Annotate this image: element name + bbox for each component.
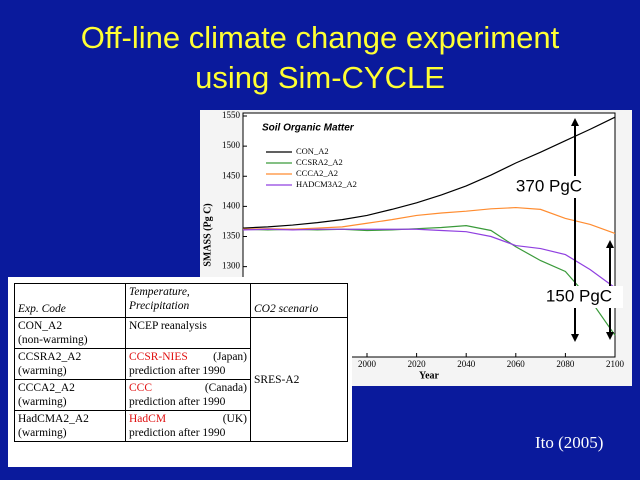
x-tick-label: 2080 <box>556 359 575 369</box>
note: prediction after 1990 <box>129 365 226 377</box>
note: prediction after 1990 <box>129 427 226 439</box>
model: CCSR-NIES <box>129 351 188 363</box>
y-tick-label: 1500 <box>222 140 241 150</box>
x-tick-label: 2040 <box>457 359 476 369</box>
legend-label: HADCM3A2_A2 <box>296 179 357 189</box>
cell: CCCA2_A2 (warming) <box>14 379 126 411</box>
table: Exp. Code Temperature, Precipitation CO2… <box>14 283 348 442</box>
y-tick-label: 1400 <box>222 200 241 210</box>
cell: NCEP reanalysis <box>125 317 251 349</box>
code: CON_A2 <box>18 320 63 332</box>
condition: (non-warming) <box>18 334 88 346</box>
arrow-head <box>606 332 614 340</box>
model: NCEP reanalysis <box>129 320 207 332</box>
cell: CON_A2 (non-warming) <box>14 317 126 349</box>
slide-title: using Sim-CYCLE <box>195 60 445 95</box>
x-tick-label: 2100 <box>606 359 625 369</box>
x-tick-label: 2000 <box>358 359 377 369</box>
arrow-head <box>571 118 579 126</box>
condition: (warming) <box>18 427 67 439</box>
cell: CCSRA2_A2 (warming) <box>14 348 126 380</box>
model: HadCM <box>129 413 167 425</box>
note: prediction after 1990 <box>129 396 226 408</box>
model: CCC <box>129 382 153 394</box>
x-tick-label: 2060 <box>507 359 526 369</box>
annotation-bg <box>512 176 586 198</box>
cell: CCSR-NIES (Japan) prediction after 1990 <box>125 348 251 380</box>
header-cell: Temperature, Precipitation <box>125 283 251 318</box>
slide-title: Off-line climate change experiment <box>80 20 560 55</box>
arrow-head <box>606 240 614 248</box>
region: (Canada) <box>204 382 247 394</box>
series-line <box>242 116 616 229</box>
series-line <box>242 228 616 289</box>
annotation: 150 PgC <box>546 286 612 305</box>
cell: CCC (Canada) prediction after 1990 <box>125 379 251 411</box>
legend-label: CON_A2 <box>296 146 329 156</box>
condition: (warming) <box>18 396 67 408</box>
region: (Japan) <box>213 351 247 363</box>
code: HadCMA2_A2 <box>18 413 89 425</box>
header-cell: Exp. Code <box>14 283 126 318</box>
y-axis-label: SMASS (Pg C) <box>202 203 213 266</box>
legend-label: CCCA2_A2 <box>296 168 338 178</box>
cell: HadCMA2_A2 (warming) <box>14 410 126 442</box>
cell: SRES-A2 <box>250 317 348 442</box>
citation: Ito (2005) <box>535 433 604 452</box>
cell: HadCM (UK) prediction after 1990 <box>125 410 251 442</box>
header-cell: CO2 scenario <box>250 283 348 318</box>
chart-title: Soil Organic Matter <box>262 123 355 134</box>
x-axis-label: Year <box>419 370 440 381</box>
y-tick-label: 1550 <box>222 110 241 120</box>
annotation: 370 PgC <box>516 176 582 195</box>
condition: (warming) <box>18 365 67 377</box>
code: CCCA2_A2 <box>18 382 75 394</box>
y-tick-label: 1450 <box>222 170 241 180</box>
arrow-head <box>571 334 579 342</box>
x-tick-label: 2020 <box>408 359 427 369</box>
y-tick-label: 1300 <box>222 261 241 271</box>
table-panel: Exp. Code Temperature, Precipitation CO2… <box>8 277 352 467</box>
code: CCSRA2_A2 <box>18 351 82 363</box>
y-tick-label: 1350 <box>222 231 241 241</box>
legend-label: CCSRA2_A2 <box>296 157 343 167</box>
series-line <box>242 206 616 235</box>
annotation-bg <box>535 286 623 308</box>
region: (UK) <box>222 413 247 425</box>
